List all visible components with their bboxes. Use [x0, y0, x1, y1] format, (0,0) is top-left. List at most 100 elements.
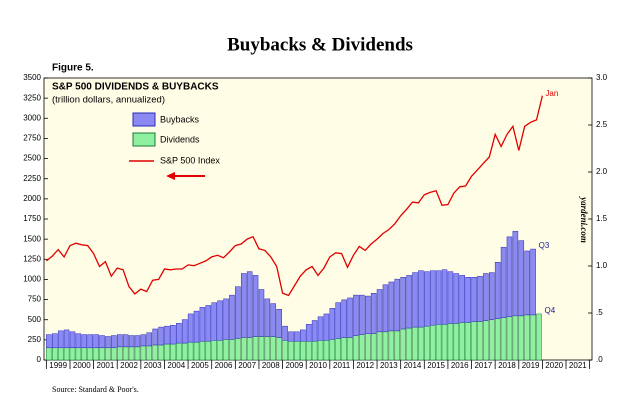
bar — [276, 337, 282, 361]
bar — [335, 302, 341, 339]
x-tick-label: 2005 — [191, 361, 209, 370]
bar — [288, 331, 294, 342]
legend-label: Buybacks — [160, 114, 200, 124]
bar — [170, 343, 176, 361]
bar — [252, 275, 259, 337]
legend-arrow-head — [166, 172, 175, 180]
legend-label: S&P 500 Index — [160, 155, 220, 165]
bar — [370, 293, 377, 334]
bar — [264, 298, 271, 337]
y-tick-label: 1750 — [23, 214, 41, 223]
bar — [317, 340, 324, 361]
bar — [69, 347, 76, 361]
bar — [524, 314, 530, 361]
bar — [81, 347, 88, 361]
x-tick-label: 2003 — [144, 361, 162, 370]
y2-tick-label: 2.5 — [596, 120, 608, 129]
bar — [300, 329, 306, 342]
chart-title: Buybacks & Dividends — [227, 34, 413, 55]
bar — [311, 320, 318, 342]
bar — [193, 341, 200, 361]
bar — [217, 340, 223, 361]
bar — [400, 328, 406, 361]
bar — [140, 334, 147, 347]
bar — [347, 297, 353, 338]
bar — [211, 302, 217, 341]
bar — [447, 271, 454, 324]
y-tick-label: 3000 — [23, 113, 41, 122]
bar — [252, 336, 259, 361]
bar — [181, 319, 188, 344]
y-tick-label: 2250 — [23, 174, 41, 183]
bar — [217, 300, 223, 341]
bar — [435, 324, 442, 361]
bar — [93, 347, 99, 361]
y2-tick-label: .0 — [596, 355, 603, 364]
bar — [376, 289, 383, 333]
bar — [164, 325, 170, 345]
bar — [187, 341, 194, 361]
bar — [63, 329, 70, 349]
unit-note: (trillion dollars, annualized) — [52, 95, 165, 106]
y-tick-label: 750 — [28, 295, 42, 304]
y-tick-label: 1500 — [23, 234, 41, 243]
y2-tick-label: 1.0 — [596, 261, 608, 270]
bar — [294, 340, 300, 361]
bar — [52, 333, 58, 349]
bar — [258, 336, 265, 361]
bar — [223, 339, 229, 361]
bar — [187, 313, 194, 343]
bar — [229, 339, 235, 361]
bar — [424, 325, 430, 361]
bar — [134, 346, 141, 361]
x-tick-label: 2019 — [522, 361, 540, 370]
bar — [176, 323, 182, 344]
bar — [418, 270, 424, 328]
legend-label: Dividends — [160, 134, 200, 144]
bar — [258, 289, 265, 337]
bar — [270, 336, 277, 361]
bar — [235, 338, 241, 361]
bar — [93, 334, 99, 349]
bar — [199, 307, 206, 342]
bar — [518, 315, 525, 361]
bar — [477, 276, 483, 322]
bar — [146, 345, 153, 361]
bar — [105, 347, 111, 361]
bar — [288, 340, 294, 361]
bar — [193, 310, 200, 343]
bar — [63, 347, 70, 361]
bar — [429, 270, 436, 326]
bar — [530, 248, 536, 316]
end-label: Jan — [545, 89, 558, 98]
bar — [347, 337, 353, 361]
y2-tick-label: .5 — [596, 308, 603, 317]
bar — [359, 334, 365, 361]
bar — [335, 338, 341, 361]
bar — [122, 346, 129, 361]
y-tick-label: 2500 — [23, 154, 41, 163]
bar — [270, 303, 277, 337]
x-tick-label: 2015 — [427, 361, 445, 370]
y-tick-label: 1000 — [23, 275, 41, 284]
bar — [176, 342, 182, 361]
bar — [406, 327, 412, 361]
bar — [418, 326, 424, 361]
x-tick-label: 2011 — [333, 361, 351, 370]
x-tick-label: 2018 — [498, 361, 516, 370]
bar — [205, 340, 212, 361]
x-tick-label: 2010 — [309, 361, 327, 370]
x-tick-label: 2007 — [238, 361, 256, 370]
bar — [483, 273, 489, 321]
bar — [46, 334, 52, 349]
bar — [506, 316, 513, 361]
bar — [353, 335, 359, 361]
bar — [57, 330, 64, 349]
y-tick-label: 0 — [37, 355, 42, 364]
bar — [240, 273, 247, 338]
bar — [388, 330, 395, 361]
bar — [181, 342, 188, 361]
bar — [500, 246, 507, 318]
bar — [264, 336, 271, 361]
x-tick-label: 1999 — [49, 361, 67, 370]
